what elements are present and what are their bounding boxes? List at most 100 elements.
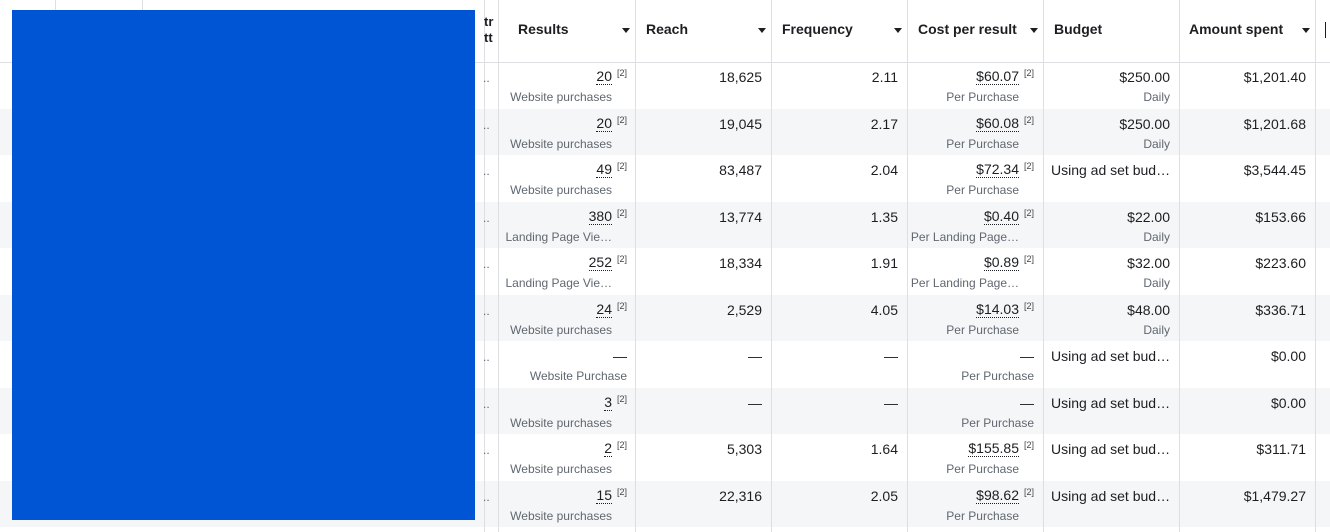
note: [2] [1023, 68, 1034, 78]
amount-spent: $1,201.40 [1243, 69, 1306, 85]
frequency: 2.17 [870, 115, 898, 132]
amount-spent: $1,479.27 [1243, 487, 1306, 504]
cell-value: $72.34 [976, 161, 1019, 178]
amount-spent: $1,201.68 [1243, 115, 1306, 132]
cell-sub: Per Landing Page… [910, 229, 1019, 244]
budget: $250.00 [1119, 115, 1170, 132]
cell-sub: Website purchases [510, 462, 612, 476]
cell-sub: Landing Page Vie… [505, 276, 612, 290]
note: [2] [616, 393, 627, 404]
note: [2] [616, 68, 627, 78]
column-header[interactable]: Amount spent [1189, 21, 1284, 37]
amount-spent: $153.66 [1255, 208, 1306, 225]
cell-value: $60.08 [976, 114, 1019, 132]
sort-caret[interactable] [1302, 28, 1310, 33]
budget: $48.00 [1127, 301, 1170, 318]
note: [2] [616, 207, 627, 218]
budget: Using ad set bud… [1051, 348, 1171, 364]
cut-header: tr [484, 14, 494, 29]
column-divider [1043, 0, 1044, 532]
note: [2] [1023, 161, 1034, 171]
cell-value: 20 [596, 68, 612, 85]
cut-cell: .. [483, 396, 490, 411]
sort-caret[interactable] [622, 28, 630, 33]
reach: 19,045 [719, 115, 762, 132]
frequency: 1.64 [870, 441, 898, 457]
column-divider [484, 0, 485, 532]
budget: Using ad set bud… [1051, 487, 1171, 504]
column-header[interactable]: Budget [1054, 21, 1103, 37]
budget: $22.00 [1127, 208, 1170, 225]
frequency: 1.91 [870, 255, 898, 271]
column-header[interactable]: Frequency [782, 21, 853, 37]
note: [2] [616, 486, 627, 497]
note: [2] [1023, 254, 1034, 264]
cut-cell: .. [483, 164, 490, 178]
budget-sub: Daily [1143, 136, 1170, 151]
cell-value: 2 [604, 440, 612, 457]
cell-value: — [613, 348, 627, 364]
note: [2] [616, 254, 627, 264]
cell-value: — [1020, 394, 1034, 411]
column-divider [498, 0, 499, 532]
cell-sub: Per Purchase [946, 322, 1019, 337]
cell-sub: Per Purchase [946, 462, 1019, 476]
column-header[interactable]: Reach [646, 21, 689, 37]
budget: $32.00 [1127, 255, 1170, 271]
budget: $250.00 [1119, 69, 1170, 85]
note: [2] [1023, 440, 1034, 450]
cell-value: $155.85 [968, 440, 1019, 457]
note: [2] [616, 440, 627, 450]
cell-value: 49 [596, 161, 612, 178]
column-divider [907, 0, 908, 532]
cell-sub: Website Purchase [529, 369, 627, 383]
budget: Using ad set bud… [1051, 394, 1171, 411]
column-header[interactable]: Cost per result [918, 21, 1017, 37]
amount-spent: $3,544.45 [1243, 162, 1306, 178]
column-divider [1179, 0, 1180, 532]
cell-value: 24 [596, 300, 612, 318]
cell-sub: Website purchases [510, 136, 612, 151]
reach: 18,334 [719, 255, 762, 271]
cut-cell: .. [483, 350, 490, 364]
sort-caret[interactable] [1030, 28, 1038, 33]
budget-sub: Daily [1143, 276, 1170, 290]
cell-value: $98.62 [976, 486, 1019, 504]
budget-sub: Daily [1143, 90, 1170, 104]
column-divider [1315, 0, 1316, 532]
frequency: 4.05 [870, 301, 898, 318]
amount-spent: $223.60 [1255, 255, 1306, 271]
cell-value: $0.40 [983, 207, 1019, 225]
sort-caret[interactable] [758, 28, 766, 33]
cell-sub: Per Purchase [961, 415, 1034, 430]
cut-column [1325, 22, 1326, 38]
cell-value: 15 [596, 486, 612, 504]
reach: 5,303 [726, 441, 762, 457]
cell-sub: Per Purchase [946, 136, 1019, 151]
note: [2] [1023, 114, 1034, 125]
cell-value: — [1020, 348, 1034, 364]
frequency: 1.35 [870, 208, 898, 225]
reach: 83,487 [719, 162, 762, 178]
note: [2] [616, 161, 627, 171]
budget: Using ad set bud… [1051, 162, 1171, 178]
budget-sub: Daily [1143, 229, 1170, 244]
cell-sub: Per Purchase [961, 369, 1034, 383]
amount-spent: $0.00 [1270, 348, 1306, 364]
cell-sub: Landing Page Vie… [505, 229, 612, 244]
cut-header: tt [484, 30, 493, 45]
budget-sub: Daily [1143, 322, 1170, 337]
reach: 13,774 [719, 208, 762, 225]
budget: Using ad set bud… [1051, 441, 1171, 457]
column-divider [771, 0, 772, 532]
reach: 22,316 [719, 487, 762, 504]
reach: — [748, 394, 762, 411]
reach: 18,625 [719, 69, 762, 85]
column-divider [635, 0, 636, 532]
cell-value: $14.03 [976, 300, 1019, 318]
sort-caret[interactable] [894, 28, 902, 33]
cell-sub: Website purchases [510, 322, 612, 337]
column-header[interactable]: Results [518, 21, 569, 37]
note: [2] [1023, 207, 1034, 218]
cell-sub: Website purchases [510, 183, 612, 197]
